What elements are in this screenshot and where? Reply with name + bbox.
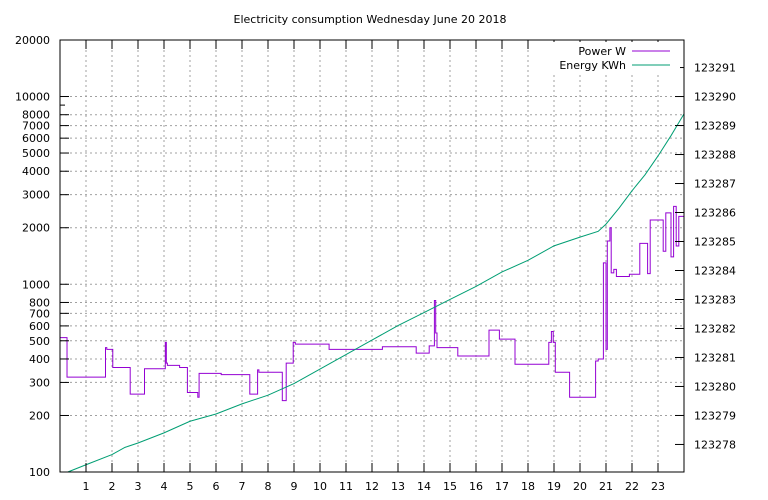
right-tick-label: 123289	[694, 120, 736, 133]
legend-label-energy: Energy KWh	[559, 59, 626, 72]
bottom-tick-label: 5	[187, 480, 194, 493]
bottom-tick-label: 2	[109, 480, 116, 493]
plot-lines	[60, 113, 685, 473]
bottom-tick-label: 20	[573, 480, 587, 493]
left-tick-label: 4000	[22, 165, 50, 178]
left-tick-label: 20000	[15, 34, 50, 47]
bottom-tick-label: 22	[625, 480, 639, 493]
left-tick-label: 7000	[22, 120, 50, 133]
bottom-tick-label: 10	[313, 480, 327, 493]
bottom-tick-label: 18	[521, 480, 535, 493]
power-series-line	[60, 205, 684, 402]
bottom-tick-label: 19	[547, 480, 561, 493]
right-tick-label: 123286	[694, 207, 736, 220]
bottom-tick-label: 17	[495, 480, 509, 493]
bottom-tick-label: 4	[161, 480, 168, 493]
left-tick-label: 100	[29, 466, 50, 479]
bottom-tick-label: 6	[213, 480, 220, 493]
bottom-tick-label: 12	[365, 480, 379, 493]
right-tick-label: 123285	[694, 236, 736, 249]
right-axis: 123278 123279 123280 123281 123282 123283 1232…	[694, 62, 736, 452]
left-tick-label: 800	[29, 296, 50, 309]
left-tick-label: 8000	[22, 109, 50, 122]
bottom-tick-label: 8	[265, 480, 272, 493]
bottom-tick-label: 3	[135, 480, 142, 493]
left-tick-label: 2000	[22, 222, 50, 235]
right-tick-label: 123283	[694, 293, 736, 306]
bottom-tick-label: 16	[469, 480, 483, 493]
right-tick-label: 123279	[694, 409, 736, 422]
chart-title: Electricity consumption Wednesday June 2…	[234, 13, 507, 26]
left-tick-label: 700	[29, 307, 50, 320]
right-tick-label: 123282	[694, 322, 736, 335]
right-tick-label: 123280	[694, 380, 736, 393]
bottom-tick-label: 15	[443, 480, 457, 493]
left-tick-label: 3000	[22, 189, 50, 202]
grid-lines	[60, 39, 684, 473]
bottom-axis: 1 2 3 4 5 6 7 8 9 10 11 12 13 14 15 16 17 18 19 20 21 22 23	[83, 480, 666, 493]
left-tick-label: 600	[29, 320, 50, 333]
bottom-tick-label: 9	[291, 480, 298, 493]
bottom-tick-label: 11	[339, 480, 353, 493]
right-tick-label: 123287	[694, 178, 736, 191]
energy-series-line	[67, 113, 685, 473]
left-tick-label: 500	[29, 335, 50, 348]
legend-label-power: Power W	[578, 45, 626, 58]
left-tick-label: 5000	[22, 147, 50, 160]
left-tick-label: 400	[29, 353, 50, 366]
right-tick-label: 123278	[694, 438, 736, 451]
right-tick-label: 123281	[694, 351, 736, 364]
bottom-tick-label: 13	[391, 480, 405, 493]
right-tick-label: 123288	[694, 149, 736, 162]
legend: Power W Energy KWh	[552, 42, 680, 72]
left-tick-label: 200	[29, 409, 50, 422]
bottom-tick-label: 1	[83, 480, 90, 493]
legend-background	[552, 42, 680, 72]
bottom-tick-label: 21	[599, 480, 613, 493]
left-tick-label: 1000	[22, 278, 50, 291]
axis-ticks	[60, 39, 684, 473]
bottom-tick-label: 14	[417, 480, 431, 493]
bottom-tick-label: 7	[239, 480, 246, 493]
right-tick-label: 123291	[694, 62, 736, 75]
right-tick-label: 123290	[694, 91, 736, 104]
bottom-tick-label: 23	[651, 480, 665, 493]
left-tick-label: 10000	[15, 91, 50, 104]
left-tick-label: 300	[29, 376, 50, 389]
left-tick-label: 6000	[22, 132, 50, 145]
right-tick-label: 123284	[694, 264, 736, 277]
